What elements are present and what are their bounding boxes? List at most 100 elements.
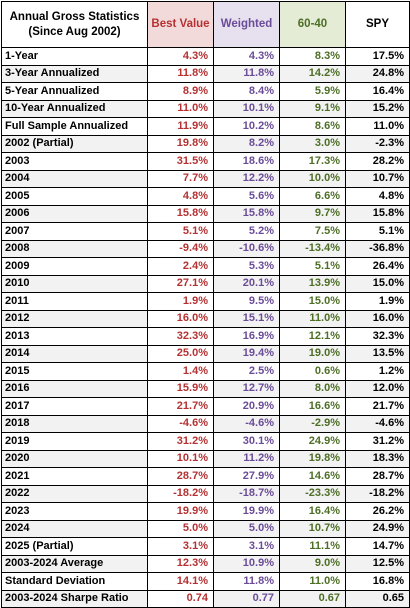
cell-60-40: 17.3%	[279, 152, 346, 171]
row-label: 2015	[1, 362, 148, 381]
table-row: Standard Deviation 14.1% 11.8% 11.0% 16.8%	[1, 572, 410, 591]
column-header-spy: SPY	[345, 1, 410, 48]
cell-weighted: 19.9%	[213, 502, 280, 521]
row-label: 2009	[1, 257, 148, 276]
table-row: 2015 1.4% 2.5% 0.6% 1.2%	[1, 362, 410, 381]
cell-spy: 26.2%	[345, 502, 410, 521]
cell-best-value: 11.9%	[147, 117, 214, 136]
table-row: 2016 15.9% 12.7% 8.0% 12.0%	[1, 379, 410, 398]
row-label: 2018	[1, 414, 148, 433]
cell-weighted: 10.1%	[213, 99, 280, 118]
table-title-line1: Annual Gross Statistics	[9, 10, 140, 23]
cell-weighted: 10.2%	[213, 117, 280, 136]
row-label: 2020	[1, 449, 148, 468]
cell-60-40: 14.6%	[279, 467, 346, 486]
cell-60-40: 16.6%	[279, 397, 346, 416]
row-label: 2017	[1, 397, 148, 416]
cell-weighted: 11.8%	[213, 572, 280, 591]
cell-spy: 24.9%	[345, 519, 410, 538]
cell-best-value: 27.1%	[147, 274, 214, 293]
row-label: 2023	[1, 502, 148, 521]
cell-weighted: 10.9%	[213, 554, 280, 573]
table-row: 2006 15.8% 15.8% 9.7% 15.8%	[1, 204, 410, 223]
cell-60-40: 10.7%	[279, 519, 346, 538]
cell-spy: 1.9%	[345, 292, 410, 311]
cell-spy: 16.4%	[345, 82, 410, 101]
cell-best-value: 1.9%	[147, 292, 214, 311]
cell-60-40: 9.1%	[279, 99, 346, 118]
row-label: 2019	[1, 432, 148, 451]
cell-best-value: 11.0%	[147, 99, 214, 118]
cell-weighted: 2.5%	[213, 362, 280, 381]
cell-best-value: 31.2%	[147, 432, 214, 451]
cell-spy: 5.1%	[345, 222, 410, 241]
row-label: 2022	[1, 484, 148, 503]
cell-60-40: 19.8%	[279, 449, 346, 468]
cell-60-40: 0.67	[279, 589, 346, 608]
row-label: 2025 (Partial)	[1, 537, 148, 556]
column-header-weighted: Weighted	[213, 1, 280, 48]
cell-60-40: 14.2%	[279, 64, 346, 83]
cell-best-value: 4.3%	[147, 47, 214, 66]
cell-weighted: 15.8%	[213, 204, 280, 223]
row-label: 2013	[1, 327, 148, 346]
table-row: 2012 16.0% 15.1% 11.0% 16.0%	[1, 309, 410, 328]
cell-weighted: 18.6%	[213, 152, 280, 171]
cell-spy: 10.7%	[345, 169, 410, 188]
cell-best-value: 11.8%	[147, 64, 214, 83]
cell-spy: -4.6%	[345, 414, 410, 433]
cell-spy: 1.2%	[345, 362, 410, 381]
table-row: 2014 25.0% 19.4% 19.0% 13.5%	[1, 344, 410, 363]
cell-60-40: 9.7%	[279, 204, 346, 223]
row-label: 2005	[1, 187, 148, 206]
cell-spy: 26.4%	[345, 257, 410, 276]
cell-best-value: 10.1%	[147, 449, 214, 468]
cell-60-40: 16.4%	[279, 502, 346, 521]
row-label: 2008	[1, 239, 148, 258]
header-row: Annual Gross Statistics (Since Aug 2002)…	[1, 1, 410, 48]
cell-spy: 32.3%	[345, 327, 410, 346]
cell-60-40: 8.0%	[279, 379, 346, 398]
cell-60-40: 5.1%	[279, 257, 346, 276]
table-row: 10-Year Annualized 11.0% 10.1% 9.1% 15.2%	[1, 99, 410, 118]
cell-weighted: -18.7%	[213, 484, 280, 503]
cell-best-value: 8.9%	[147, 82, 214, 101]
cell-60-40: 6.6%	[279, 187, 346, 206]
cell-spy: 16.8%	[345, 572, 410, 591]
cell-60-40: 7.5%	[279, 222, 346, 241]
table-row: 1-Year 4.3% 4.3% 8.3% 17.5%	[1, 47, 410, 66]
cell-60-40: 13.9%	[279, 274, 346, 293]
cell-60-40: 11.0%	[279, 572, 346, 591]
table-row: 2011 1.9% 9.5% 15.0% 1.9%	[1, 292, 410, 311]
table-body: 1-Year 4.3% 4.3% 8.3% 17.5% 3-Year Annualized…	[1, 47, 410, 608]
row-label: 2016	[1, 379, 148, 398]
cell-weighted: 20.9%	[213, 397, 280, 416]
table-row: 2008 -9.4% -10.6% -13.4% -36.8%	[1, 239, 410, 258]
cell-weighted: 30.1%	[213, 432, 280, 451]
table-row: 2017 21.7% 20.9% 16.6% 21.7%	[1, 397, 410, 416]
row-label: 2007	[1, 222, 148, 241]
cell-60-40: 8.6%	[279, 117, 346, 136]
row-label: 2003-2024 Average	[1, 554, 148, 573]
cell-60-40: 24.9%	[279, 432, 346, 451]
cell-spy: 11.0%	[345, 117, 410, 136]
table-row: 2025 (Partial) 3.1% 3.1% 11.1% 14.7%	[1, 537, 410, 556]
cell-weighted: 5.0%	[213, 519, 280, 538]
cell-spy: -2.3%	[345, 134, 410, 153]
cell-best-value: 25.0%	[147, 344, 214, 363]
table-row: 2004 7.7% 12.2% 10.0% 10.7%	[1, 169, 410, 188]
cell-spy: 12.5%	[345, 554, 410, 573]
cell-weighted: -10.6%	[213, 239, 280, 258]
cell-best-value: 5.0%	[147, 519, 214, 538]
cell-weighted: 5.2%	[213, 222, 280, 241]
cell-60-40: 11.1%	[279, 537, 346, 556]
table-row: 2009 2.4% 5.3% 5.1% 26.4%	[1, 257, 410, 276]
cell-spy: 24.8%	[345, 64, 410, 83]
cell-weighted: 27.9%	[213, 467, 280, 486]
cell-60-40: 5.9%	[279, 82, 346, 101]
cell-weighted: 4.3%	[213, 47, 280, 66]
column-header-best-value: Best Value	[147, 1, 214, 48]
cell-best-value: 31.5%	[147, 152, 214, 171]
column-header-60-40: 60-40	[279, 1, 346, 48]
cell-best-value: 32.3%	[147, 327, 214, 346]
